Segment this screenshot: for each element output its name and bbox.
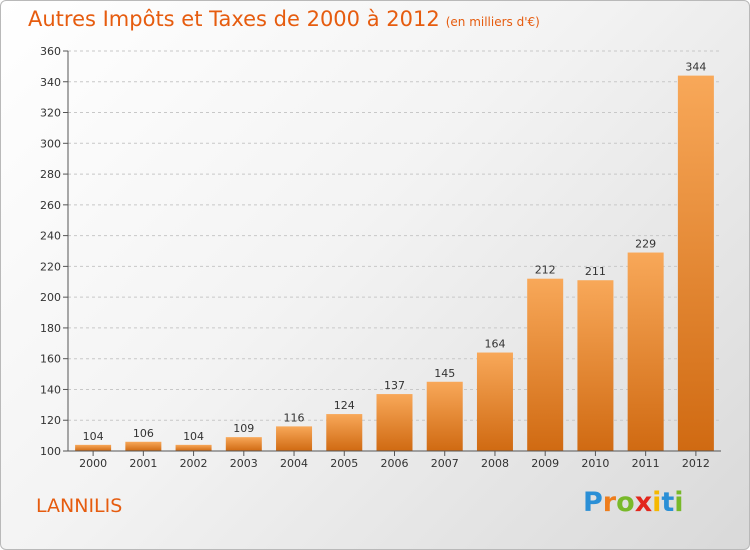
value-label: 164 (484, 338, 505, 351)
x-tick-label: 2000 (79, 457, 107, 470)
y-tick-label: 320 (40, 107, 61, 120)
value-label: 104 (183, 430, 204, 443)
y-tick-label: 160 (40, 353, 61, 366)
bar (476, 352, 513, 451)
value-label: 109 (233, 422, 254, 435)
value-label: 211 (585, 265, 606, 278)
logo-letter: i (652, 487, 662, 518)
x-tick-label: 2002 (180, 457, 208, 470)
value-label: 229 (635, 238, 656, 251)
proxiti-logo: Proxiti (583, 487, 684, 518)
x-tick-label: 2010 (581, 457, 609, 470)
x-tick-label: 2007 (431, 457, 459, 470)
y-tick-label: 140 (40, 383, 61, 396)
bars: 104 106 104 109 116 124 137 145 164 212 211 229 344 (75, 61, 714, 451)
value-label: 145 (434, 367, 455, 380)
y-tick-label: 360 (40, 45, 61, 58)
value-label: 106 (133, 427, 154, 440)
x-tick-label: 2012 (682, 457, 710, 470)
bar (677, 75, 714, 451)
value-label: 116 (284, 411, 305, 424)
value-label: 344 (685, 61, 706, 74)
value-label: 124 (334, 399, 355, 412)
bar (627, 252, 664, 451)
x-tick-label: 2001 (129, 457, 157, 470)
x-tick-label: 2004 (280, 457, 308, 470)
axes: 100 120 140 160 180 200 220 240 260 280 300 320 340 3… (40, 45, 721, 470)
bar (75, 444, 112, 451)
bar (326, 414, 363, 451)
y-tick-label: 100 (40, 445, 61, 458)
x-tick-label: 2005 (330, 457, 358, 470)
y-tick-label: 280 (40, 168, 61, 181)
y-tick-label: 300 (40, 137, 61, 150)
y-tick-label: 340 (40, 76, 61, 89)
value-label: 212 (535, 264, 556, 277)
logo-letter: i (674, 487, 684, 518)
logo-letter: t (661, 487, 675, 518)
place-name: LANNILIS (36, 495, 123, 517)
bar (426, 381, 463, 451)
bar (376, 394, 413, 451)
chart-title: Autres Impôts et Taxes de 2000 à 2012 (en… (28, 7, 540, 31)
y-tick-label: 240 (40, 230, 61, 243)
logo-letter: r (602, 487, 617, 518)
bar (276, 426, 313, 451)
x-tick-label: 2003 (230, 457, 258, 470)
y-tick-label: 220 (40, 260, 61, 273)
x-tick-label: 2009 (531, 457, 559, 470)
logo-letter: P (583, 487, 603, 518)
y-tick-label: 120 (40, 414, 61, 427)
bar (175, 444, 212, 451)
y-tick-label: 180 (40, 322, 61, 335)
logo-letter: o (616, 487, 635, 518)
x-tick-label: 2011 (632, 457, 660, 470)
bar (527, 278, 564, 451)
bar (577, 280, 614, 451)
y-tick-label: 260 (40, 199, 61, 212)
logo-letter: x (634, 487, 653, 518)
bar (125, 441, 162, 451)
x-tick-label: 2006 (381, 457, 409, 470)
bar (225, 437, 262, 451)
y-tick-label: 200 (40, 291, 61, 304)
value-label: 137 (384, 379, 405, 392)
value-label: 104 (83, 430, 104, 443)
x-tick-label: 2008 (481, 457, 509, 470)
chart-subtitle: (en milliers d'€) (445, 15, 540, 29)
